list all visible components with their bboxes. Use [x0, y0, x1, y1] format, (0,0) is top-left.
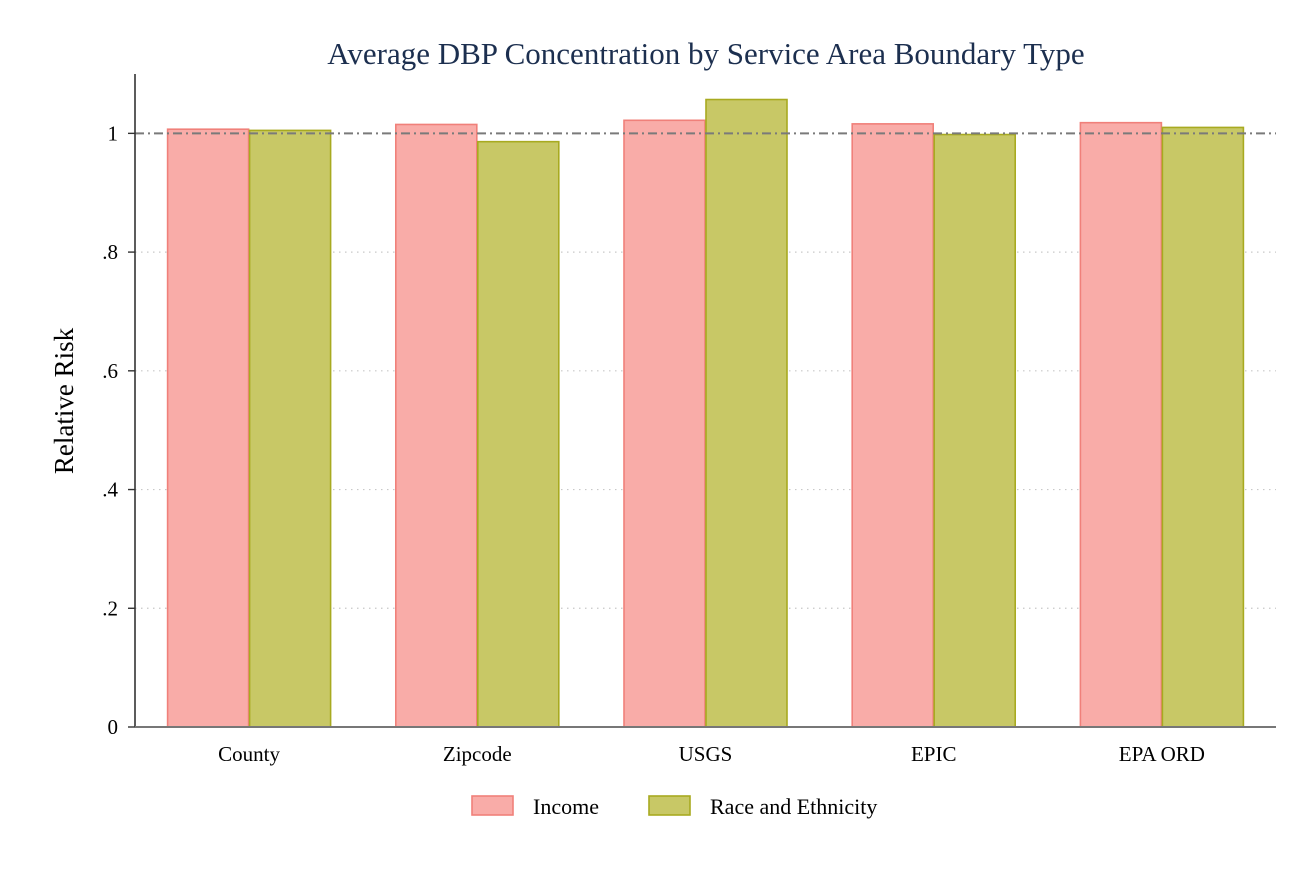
bar-income	[851, 123, 935, 728]
bar-income	[166, 128, 250, 728]
legend: Income Race and Ethnicity	[471, 794, 877, 819]
bar-race-ethnicity	[248, 129, 332, 728]
bar-income	[1079, 121, 1163, 728]
y-tick-label: .4	[102, 478, 118, 502]
y-tick-labels: 0 .2 .4 .6 .8 1	[102, 121, 118, 739]
axes	[128, 74, 1276, 728]
legend-label: Race and Ethnicity	[710, 794, 877, 819]
x-tick-labels: County Zipcode USGS EPIC EPA ORD	[218, 742, 1205, 766]
bar-income	[394, 123, 478, 728]
x-tick-label: County	[218, 742, 280, 766]
legend-swatch	[471, 795, 514, 816]
y-tick-label: .8	[102, 240, 118, 264]
x-tick-label: USGS	[679, 742, 733, 766]
y-tick-label: .6	[102, 359, 118, 383]
bars	[166, 98, 1245, 728]
bar-race-ethnicity	[705, 98, 788, 728]
x-tick-label: EPA ORD	[1119, 742, 1205, 766]
bar-income	[623, 119, 706, 728]
x-tick-label: Zipcode	[443, 742, 512, 766]
bar-race-ethnicity	[933, 133, 1017, 728]
y-tick-label: .2	[102, 596, 118, 620]
y-axis-label: Relative Risk	[49, 327, 79, 474]
legend-swatch	[648, 795, 691, 816]
y-tick-label: 0	[108, 715, 119, 739]
x-tick-label: EPIC	[911, 742, 957, 766]
legend-label: Income	[533, 794, 599, 819]
y-tick-label: 1	[108, 121, 119, 145]
chart-title: Average DBP Concentration by Service Are…	[327, 36, 1084, 71]
bar-race-ethnicity	[1161, 126, 1245, 728]
bar-race-ethnicity	[476, 140, 560, 728]
